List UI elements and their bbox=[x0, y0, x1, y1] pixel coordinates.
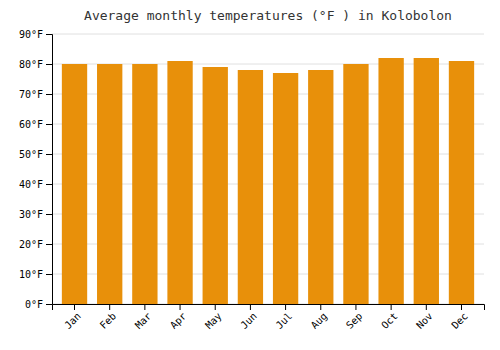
bar bbox=[238, 70, 263, 304]
tick-label: 70°F bbox=[19, 89, 43, 100]
title: Average monthly temperatures (°F ) in Ko… bbox=[84, 8, 452, 23]
bar bbox=[203, 67, 228, 304]
tick-label: Jul bbox=[274, 310, 295, 331]
tick: 80°F bbox=[19, 59, 52, 70]
tick-mark bbox=[46, 304, 52, 305]
tick-mark bbox=[285, 304, 286, 310]
tick: Nov bbox=[414, 304, 435, 331]
bar bbox=[273, 73, 298, 304]
tick-mark bbox=[180, 304, 181, 310]
tick-mark bbox=[215, 304, 216, 310]
axis-line bbox=[46, 35, 53, 305]
tick-mark bbox=[46, 214, 52, 215]
y-axis: 0°F 10°F 20°F 30°F 40°F 50°F 60°F 70°F 80°F 90°F bbox=[19, 29, 53, 310]
tick: 20°F bbox=[19, 239, 52, 250]
tick-label: 10°F bbox=[19, 269, 43, 280]
tick-mark bbox=[46, 154, 52, 155]
tick-mark bbox=[46, 94, 52, 95]
tick-mark bbox=[461, 304, 462, 310]
bar bbox=[97, 64, 122, 304]
tick-mark bbox=[46, 274, 52, 275]
tick-label: 90°F bbox=[19, 29, 43, 40]
tick-label: Jun bbox=[238, 310, 259, 331]
plot: 0°F 10°F 20°F 30°F 40°F 50°F 60°F 70°F 80°F 90°F J… bbox=[19, 29, 485, 331]
tick-mark bbox=[109, 304, 110, 310]
tick-label: 30°F bbox=[19, 209, 43, 220]
tick-label: Dec bbox=[449, 310, 470, 331]
tick: 60°F bbox=[19, 119, 52, 130]
tick-mark bbox=[391, 304, 392, 310]
grid-line bbox=[52, 34, 484, 35]
tick: 70°F bbox=[19, 89, 52, 100]
tick: 90°F bbox=[19, 29, 52, 40]
tick-mark bbox=[144, 304, 145, 310]
bar bbox=[308, 70, 333, 304]
tick-label: Oct bbox=[379, 310, 400, 331]
tick-label: Mar bbox=[133, 310, 154, 331]
bar bbox=[378, 58, 403, 304]
tick-mark bbox=[46, 64, 52, 65]
tick: Oct bbox=[379, 304, 400, 331]
chart: 0°F 10°F 20°F 30°F 40°F 50°F 60°F 70°F 80°F 90°F J… bbox=[0, 0, 500, 350]
tick: Dec bbox=[449, 304, 470, 331]
tick-label: 60°F bbox=[19, 119, 43, 130]
tick-label: Nov bbox=[414, 310, 435, 331]
tick: 30°F bbox=[19, 209, 52, 220]
tick-mark bbox=[320, 304, 321, 310]
tick-mark bbox=[74, 304, 75, 310]
tick-label: Aug bbox=[309, 310, 330, 331]
bar bbox=[167, 61, 192, 304]
tick: Jul bbox=[274, 304, 295, 331]
tick-mark bbox=[46, 184, 52, 185]
tick-label: 20°F bbox=[19, 239, 43, 250]
tick: 40°F bbox=[19, 179, 52, 190]
tick: 10°F bbox=[19, 269, 52, 280]
tick-mark bbox=[46, 124, 52, 125]
tick-label: Feb bbox=[98, 310, 119, 331]
tick: Aug bbox=[309, 304, 330, 331]
bar bbox=[414, 58, 439, 304]
tick-label: Sep bbox=[344, 310, 365, 331]
grid bbox=[52, 34, 484, 304]
tick: May bbox=[203, 304, 224, 331]
bar bbox=[132, 64, 157, 304]
tick: Jun bbox=[238, 304, 259, 331]
bar bbox=[62, 64, 87, 304]
tick: 50°F bbox=[19, 149, 52, 160]
tick-label: 50°F bbox=[19, 149, 43, 160]
tick: Apr bbox=[168, 304, 189, 331]
tick-mark bbox=[46, 244, 52, 245]
tick-mark bbox=[46, 34, 52, 35]
tick-label: Jan bbox=[62, 310, 83, 331]
x-axis: Jan Feb Mar Apr May Jun Jul Aug Sep Oct Nov Dec bbox=[53, 304, 485, 331]
bars bbox=[62, 58, 474, 304]
tick: Sep bbox=[344, 304, 365, 331]
tick-mark bbox=[355, 304, 356, 310]
tick-mark bbox=[426, 304, 427, 310]
tick-label: 40°F bbox=[19, 179, 43, 190]
tick-label: 80°F bbox=[19, 59, 43, 70]
bar bbox=[343, 64, 368, 304]
tick-label: 0°F bbox=[25, 299, 43, 310]
tick-mark bbox=[250, 304, 251, 310]
tick: Mar bbox=[133, 304, 154, 331]
bar bbox=[449, 61, 474, 304]
tick: 0°F bbox=[25, 299, 52, 310]
tick: Feb bbox=[98, 304, 119, 331]
tick: Jan bbox=[62, 304, 83, 331]
tick-label: May bbox=[203, 310, 224, 331]
tick-label: Apr bbox=[168, 310, 189, 331]
axis-line bbox=[53, 305, 485, 311]
